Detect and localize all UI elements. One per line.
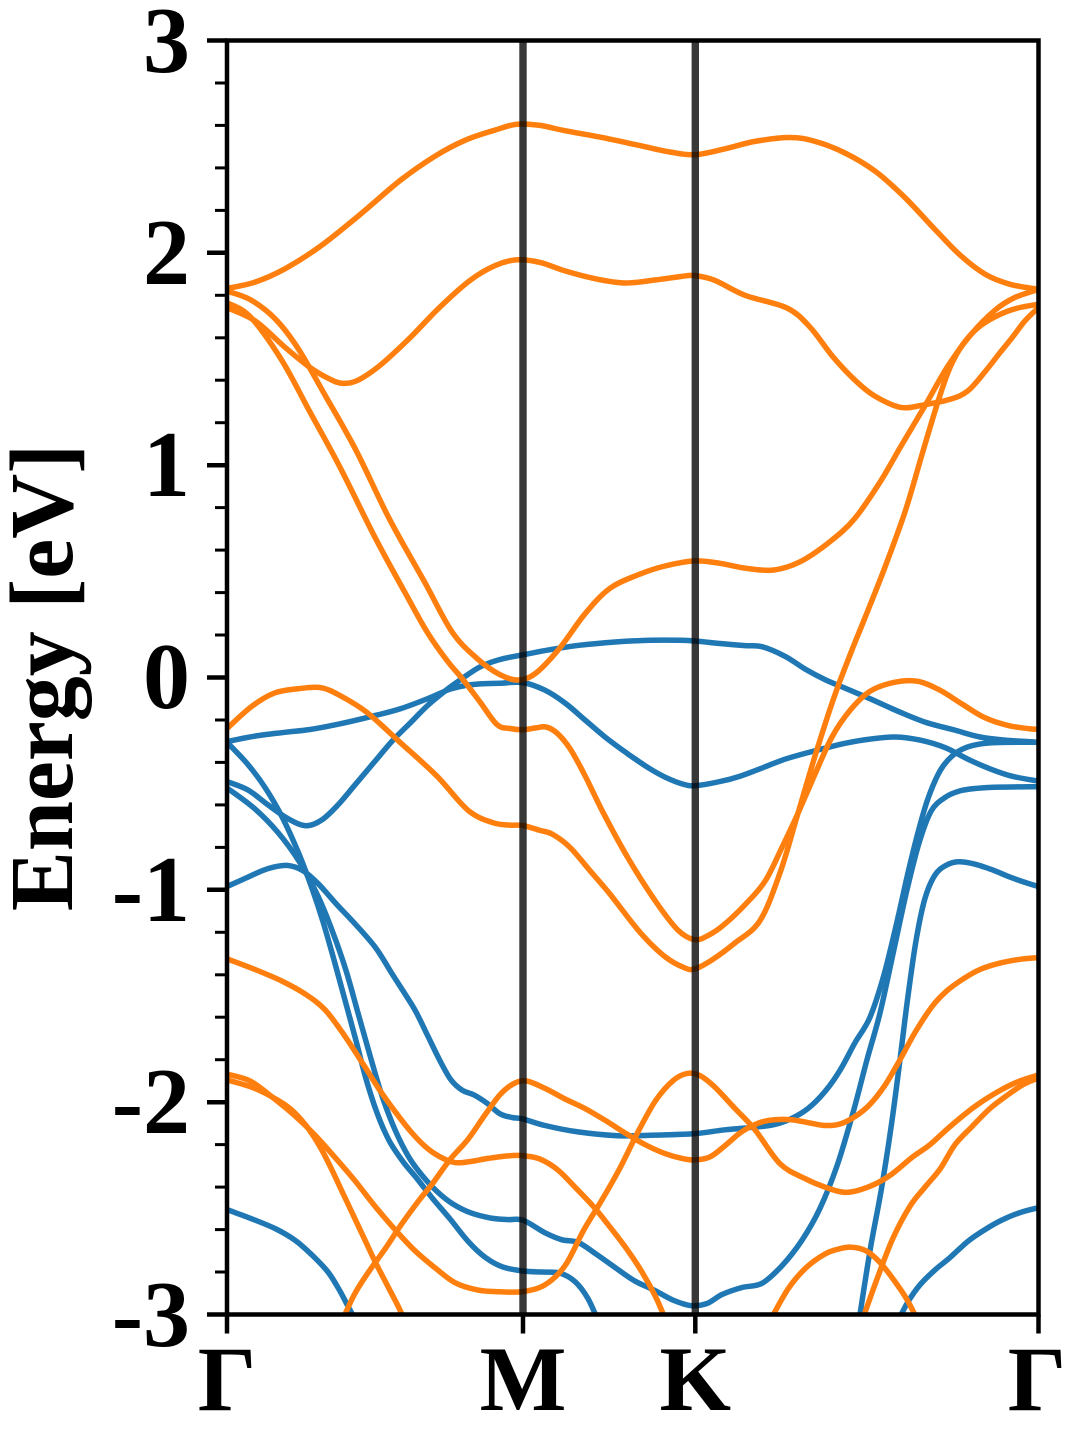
svg-text:-1: -1 bbox=[112, 838, 190, 942]
svg-text:Γ: Γ bbox=[1008, 1328, 1067, 1430]
svg-text:-3: -3 bbox=[112, 1263, 190, 1367]
svg-text:Γ: Γ bbox=[198, 1328, 257, 1430]
svg-text:3: 3 bbox=[143, 0, 190, 93]
svg-text:Energy [eV]: Energy [eV] bbox=[0, 444, 92, 911]
svg-text:2: 2 bbox=[143, 201, 190, 305]
svg-text:1: 1 bbox=[143, 413, 190, 517]
svg-text:K: K bbox=[660, 1328, 732, 1430]
svg-text:0: 0 bbox=[143, 625, 190, 729]
svg-text:-2: -2 bbox=[112, 1050, 190, 1154]
svg-text:M: M bbox=[480, 1328, 567, 1430]
